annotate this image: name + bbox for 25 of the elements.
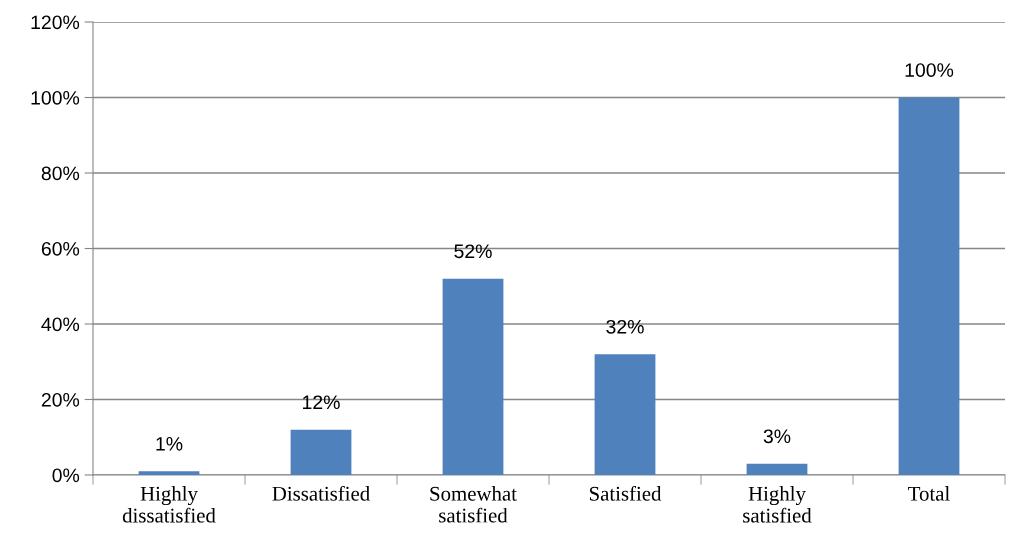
x-tick-label: Somewhat satisfied — [430, 486, 517, 523]
x-tick-label: Highly dissatisfied — [122, 486, 216, 523]
y-tick-label: 60% — [41, 241, 80, 256]
data-label: 1% — [156, 437, 183, 451]
y-tick-label: 20% — [41, 392, 80, 407]
bar — [442, 278, 504, 475]
data-label: 12% — [303, 395, 340, 410]
y-tick-label: 100% — [31, 90, 80, 105]
data-label: 3% — [763, 429, 791, 444]
y-tick-label: 0% — [52, 468, 80, 483]
bar — [898, 97, 960, 475]
data-label: 100% — [905, 63, 954, 77]
data-label: 52% — [454, 244, 492, 259]
bar — [746, 463, 808, 475]
y-tick-label: 80% — [41, 166, 80, 181]
y-tick-label: 40% — [41, 317, 80, 332]
data-label: 32% — [606, 319, 644, 334]
bar — [594, 354, 656, 475]
x-tick-label: Total — [908, 486, 950, 501]
bar — [290, 429, 352, 475]
y-tick-label: 120% — [31, 15, 80, 30]
x-tick-label: Dissatisfied — [272, 485, 370, 501]
x-tick-label: Highly satisfied — [743, 486, 812, 523]
x-tick-label: Satisfied — [589, 485, 662, 501]
bar — [138, 471, 200, 475]
